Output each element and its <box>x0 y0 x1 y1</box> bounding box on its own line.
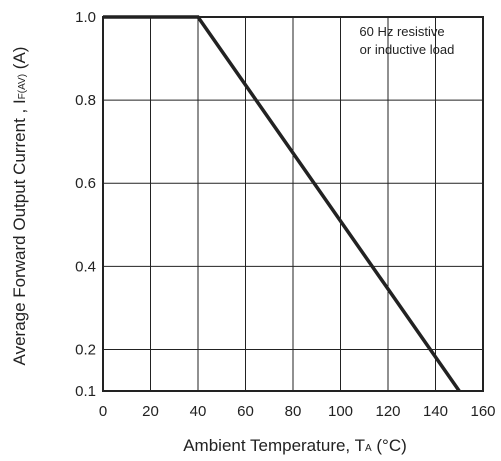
y-tick-label: 0.8 <box>75 92 96 109</box>
y-tick-label: 0.4 <box>75 258 96 275</box>
y-axis-title-unit: (A) <box>10 47 29 74</box>
x-tick-label: 0 <box>99 403 107 420</box>
x-axis-title-main: Ambient Temperature, T <box>183 436 365 455</box>
x-tick-label: 40 <box>190 403 207 420</box>
annotation-line-1: 60 Hz resistive <box>359 24 444 39</box>
series-layer <box>103 15 461 393</box>
grid <box>102 16 484 392</box>
x-tick-label: 140 <box>423 403 448 420</box>
load-annotation: 60 Hz resistive or inductive load <box>359 24 454 57</box>
y-tick-label: 0.6 <box>75 175 96 192</box>
x-tick-label: 20 <box>142 403 159 420</box>
x-axis-title: Ambient Temperature, TA (°C) <box>183 436 407 455</box>
x-axis-title-unit: (°C) <box>372 436 407 455</box>
x-tick-label: 160 <box>470 403 495 420</box>
plot-frame <box>102 16 484 392</box>
y-axis-title-main: Average Forward Output Current , I <box>10 99 29 365</box>
annotation-line-2: or inductive load <box>360 42 455 57</box>
x-tick-labels: 0 20 40 60 80 100 120 140 160 <box>99 403 496 420</box>
x-tick-label: 120 <box>375 403 400 420</box>
x-tick-label: 60 <box>237 403 254 420</box>
y-tick-label: 1.0 <box>75 9 96 26</box>
y-tick-labels: 0.1 0.2 0.4 0.6 0.8 1.0 <box>75 9 96 400</box>
y-tick-label: 0.1 <box>75 383 96 400</box>
series-line <box>103 15 461 393</box>
y-axis-title: Average Forward Output Current , IF(AV) … <box>10 47 29 366</box>
x-tick-label: 100 <box>328 403 353 420</box>
y-tick-label: 0.2 <box>75 341 96 358</box>
x-axis-title-subscript: A <box>365 443 372 454</box>
x-tick-label: 80 <box>285 403 302 420</box>
y-axis-title-subscript: F(AV) <box>17 74 28 99</box>
